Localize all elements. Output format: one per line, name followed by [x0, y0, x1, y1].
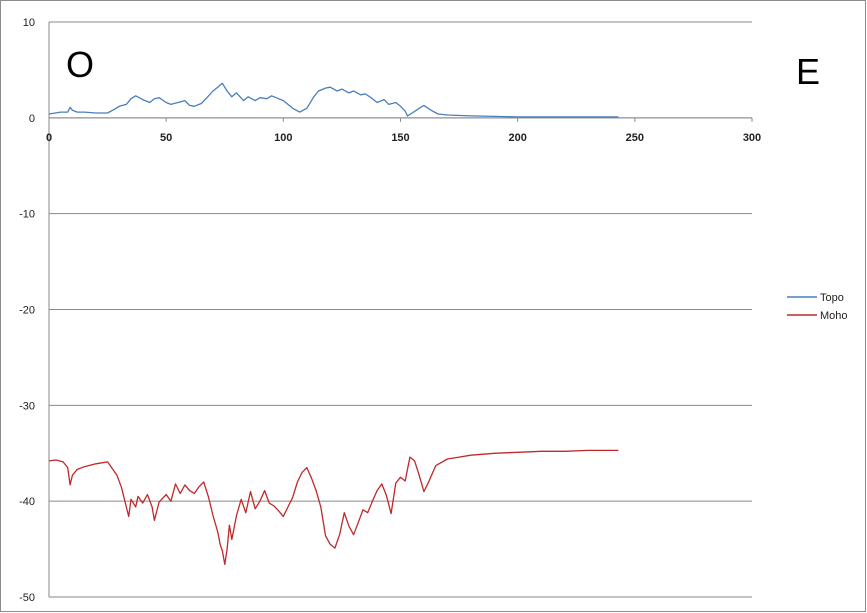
- x-tick-label: 300: [743, 132, 761, 144]
- y-tick-label: -30: [19, 400, 35, 412]
- y-tick-label: 10: [23, 17, 35, 29]
- y-tick-label: -40: [19, 496, 35, 508]
- y-tick-label: 0: [29, 113, 35, 125]
- series-lines: [48, 82, 619, 566]
- y-tick-label: -50: [19, 592, 35, 604]
- legend-label-moho: Moho: [820, 310, 848, 322]
- x-tick-label: 100: [274, 132, 292, 144]
- annotation-top-left: O: [66, 44, 94, 85]
- annotation-top-right: E: [796, 51, 820, 92]
- x-tick-label: 200: [508, 132, 526, 144]
- series-line-moho: [48, 449, 619, 566]
- gridlines: [48, 21, 752, 598]
- series-line-topo: [48, 82, 619, 118]
- x-tick-label: 0: [46, 132, 52, 144]
- x-tick-label: 50: [160, 132, 172, 144]
- y-axis-tick-labels: 10 0 -10 -20 -30 -40 -50: [19, 17, 35, 604]
- x-tick-label: 150: [391, 132, 409, 144]
- x-tick-label: 250: [626, 132, 644, 144]
- y-tick-label: -20: [19, 305, 35, 317]
- legend: Topo Moho: [787, 292, 848, 322]
- y-tick-label: -10: [19, 209, 35, 221]
- x-axis: 0 50 100 150 200 250 300: [46, 117, 761, 144]
- legend-label-topo: Topo: [820, 292, 844, 304]
